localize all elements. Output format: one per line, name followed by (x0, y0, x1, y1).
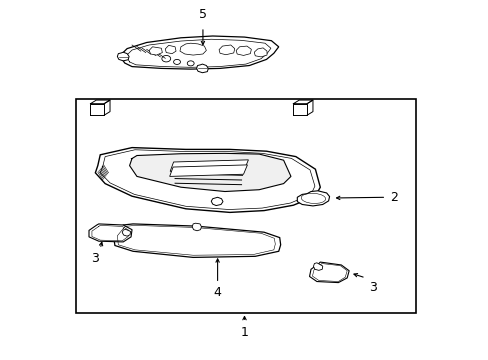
Polygon shape (254, 48, 266, 57)
Polygon shape (219, 45, 234, 55)
Text: 4: 4 (213, 286, 221, 299)
Polygon shape (211, 197, 223, 206)
Polygon shape (297, 191, 329, 206)
Text: 1: 1 (240, 326, 248, 339)
Polygon shape (89, 224, 132, 242)
Bar (76, 99, 415, 313)
Polygon shape (236, 46, 251, 55)
Polygon shape (165, 45, 176, 54)
Polygon shape (169, 165, 247, 176)
Polygon shape (129, 153, 290, 192)
Polygon shape (170, 160, 248, 171)
Polygon shape (95, 148, 320, 212)
Polygon shape (196, 64, 208, 73)
Polygon shape (313, 263, 322, 270)
Text: 2: 2 (389, 191, 397, 204)
Polygon shape (113, 224, 280, 257)
Polygon shape (120, 36, 278, 69)
Text: 3: 3 (91, 252, 99, 265)
Text: 3: 3 (368, 281, 376, 294)
Polygon shape (180, 43, 206, 55)
Polygon shape (149, 47, 162, 55)
Polygon shape (122, 229, 130, 236)
Polygon shape (309, 262, 348, 283)
Text: 5: 5 (199, 8, 206, 21)
Polygon shape (192, 223, 201, 231)
Polygon shape (117, 52, 129, 61)
